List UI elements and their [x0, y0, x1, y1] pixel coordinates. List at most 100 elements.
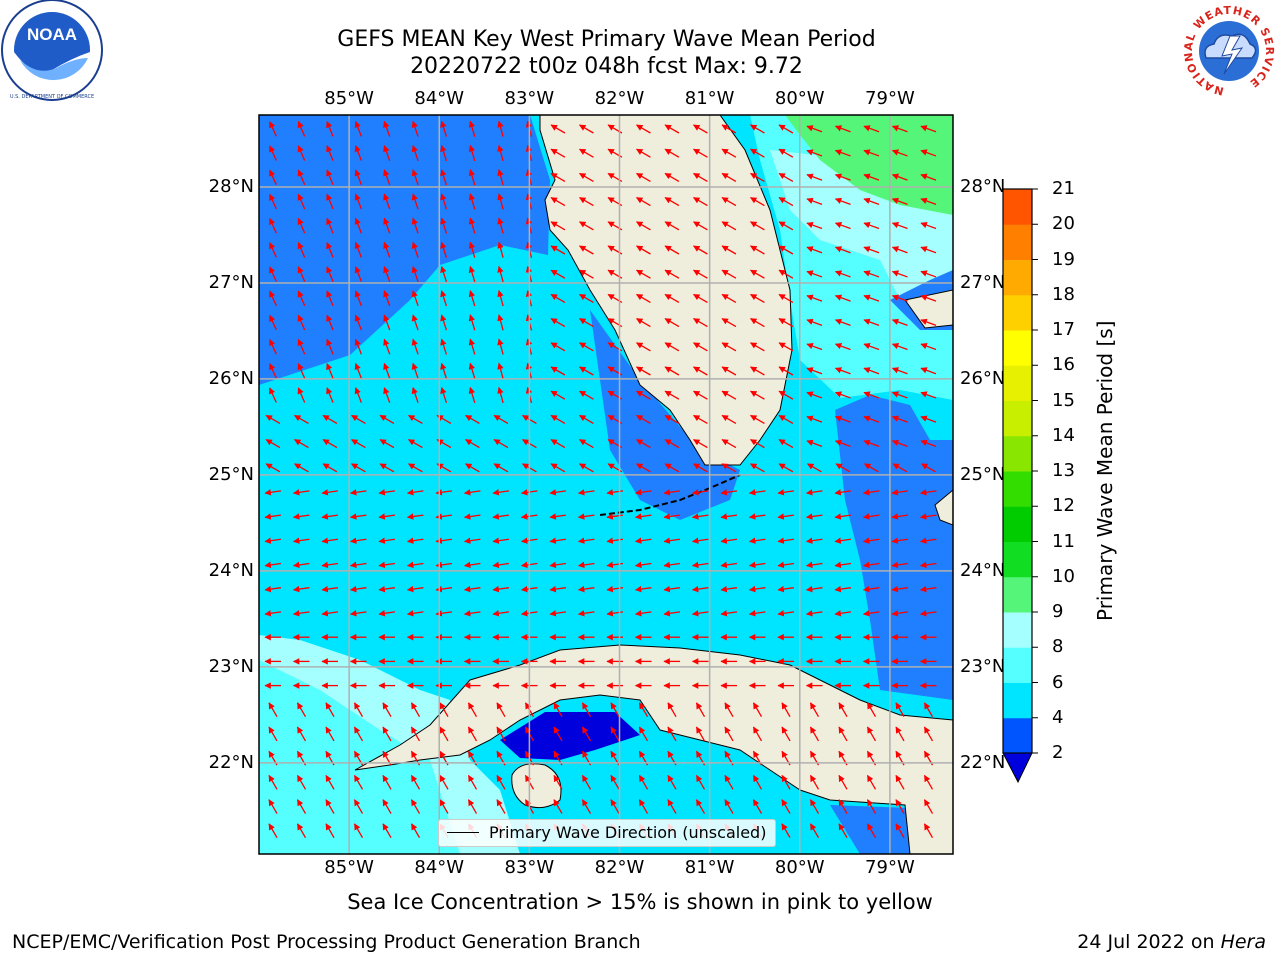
wave-direction-arrow: [354, 193, 362, 210]
wave-direction-arrow: [492, 561, 510, 569]
wave-direction-arrow: [326, 241, 334, 258]
wave-direction-arrow: [269, 290, 277, 306]
wave-direction-arrow: [866, 823, 877, 839]
wave-direction-arrow: [664, 197, 680, 207]
wave-direction-arrow: [807, 463, 822, 473]
wave-direction-arrow: [577, 513, 595, 520]
wave-direction-arrow: [721, 318, 737, 328]
wave-direction-arrow: [296, 702, 307, 718]
wave-direction-arrow: [781, 799, 791, 814]
wave-direction-arrow: [265, 414, 281, 424]
wave-direction-arrow: [862, 561, 880, 569]
wave-direction-arrow: [724, 799, 734, 814]
wave-direction-arrow: [892, 463, 908, 473]
wave-direction-arrow: [468, 290, 476, 307]
wave-direction-arrow: [550, 463, 566, 473]
colorbar-tick-label: 15: [1052, 389, 1075, 411]
wave-direction-arrow: [351, 463, 366, 473]
wave-direction-arrow: [410, 726, 421, 742]
wave-direction-arrow: [693, 366, 708, 376]
wave-direction-arrow: [406, 537, 424, 544]
wave-direction-arrow: [862, 585, 880, 593]
wave-direction-arrow: [349, 610, 367, 617]
wave-direction-arrow: [834, 415, 851, 423]
wave-direction-arrow: [378, 610, 396, 617]
wave-direction-arrow: [322, 414, 338, 424]
wave-direction-arrow: [778, 269, 794, 279]
colorbar-cell: [1003, 365, 1032, 401]
wave-direction-arrow: [411, 169, 419, 186]
lon-tick-label-top: 81°W: [684, 88, 735, 109]
noaa-logo: NOAA U.S. DEPARTMENT OF COMMERCE: [1, 0, 103, 101]
wave-direction-arrow: [721, 245, 737, 255]
wave-direction-arrow: [721, 221, 737, 231]
wave-direction-arrow: [549, 610, 567, 617]
wave-direction-arrow: [550, 293, 566, 303]
wave-direction-arrow: [777, 585, 795, 593]
wave-direction-arrow: [750, 197, 765, 207]
wave-direction-arrow: [693, 318, 708, 328]
wave-direction-arrow: [834, 343, 851, 351]
wave-direction-arrow: [809, 799, 820, 814]
wave-direction-arrow: [863, 391, 880, 399]
wave-direction-arrow: [691, 561, 709, 569]
wave-direction-arrow: [634, 610, 652, 617]
wave-direction-arrow: [493, 414, 509, 424]
wave-direction-arrow: [781, 774, 791, 790]
wave-direction-arrow: [292, 537, 310, 544]
wave-direction-arrow: [919, 561, 937, 569]
wave-direction-arrow: [292, 585, 310, 593]
wave-direction-arrow: [721, 269, 737, 279]
wave-direction-arrow: [778, 221, 794, 231]
wave-direction-arrow: [269, 169, 277, 185]
wave-direction-arrow: [440, 386, 448, 404]
wave-direction-arrow: [463, 561, 481, 569]
wave-direction-arrow: [809, 823, 820, 839]
wave-direction-arrow: [579, 172, 594, 182]
wave-direction-arrow: [777, 513, 795, 520]
wave-direction-arrow: [920, 149, 937, 157]
wave-direction-arrow: [638, 702, 649, 718]
wave-direction-arrow: [750, 124, 765, 134]
wave-direction-arrow: [923, 702, 934, 718]
wave-direction-arrow: [581, 726, 592, 742]
wave-direction-arrow: [353, 823, 364, 839]
colorbar-cell: [1003, 259, 1032, 296]
wave-direction-arrow: [750, 318, 765, 328]
wave-direction-arrow: [378, 585, 396, 593]
wave-direction-arrow: [891, 222, 908, 230]
wave-direction-arrow: [579, 293, 594, 303]
wave-direction-arrow: [440, 338, 448, 355]
wave-direction-arrow: [467, 702, 478, 718]
wave-direction-arrow: [553, 702, 563, 718]
wave-direction-arrow: [264, 561, 282, 569]
wave-direction-arrow: [606, 561, 624, 569]
wave-direction-arrow: [325, 702, 335, 718]
wave-direction-arrow: [463, 585, 481, 593]
wave-direction-arrow: [806, 246, 823, 254]
wave-direction-arrow: [695, 774, 706, 790]
wave-direction-arrow: [294, 414, 309, 424]
wave-direction-arrow: [382, 823, 392, 839]
wave-direction-arrow: [440, 217, 448, 234]
wave-direction-arrow: [610, 774, 620, 790]
wave-direction-arrow: [691, 585, 709, 593]
wave-direction-arrow: [752, 702, 763, 718]
lon-tick-label-top: 82°W: [594, 88, 645, 109]
wave-direction-arrow: [834, 489, 852, 496]
wave-direction-arrow: [863, 318, 880, 326]
wave-direction-arrow: [383, 362, 391, 379]
wave-direction-arrow: [349, 585, 367, 593]
wave-direction-arrow: [268, 799, 278, 814]
wave-direction-arrow: [693, 439, 708, 449]
wave-direction-arrow: [806, 391, 823, 399]
sea-field-2-4s-shelf: [590, 310, 740, 520]
wave-direction-arrow: [268, 702, 278, 718]
wave-direction-arrow: [326, 145, 334, 161]
wave-direction-arrow: [891, 173, 908, 181]
lon-tick-label-bottom: 79°W: [865, 857, 915, 878]
wave-direction-arrow: [838, 799, 848, 814]
wave-direction-arrow: [610, 799, 620, 814]
colorbar-under-triangle: [1002, 752, 1033, 784]
wave-direction-arrow: [294, 439, 309, 449]
